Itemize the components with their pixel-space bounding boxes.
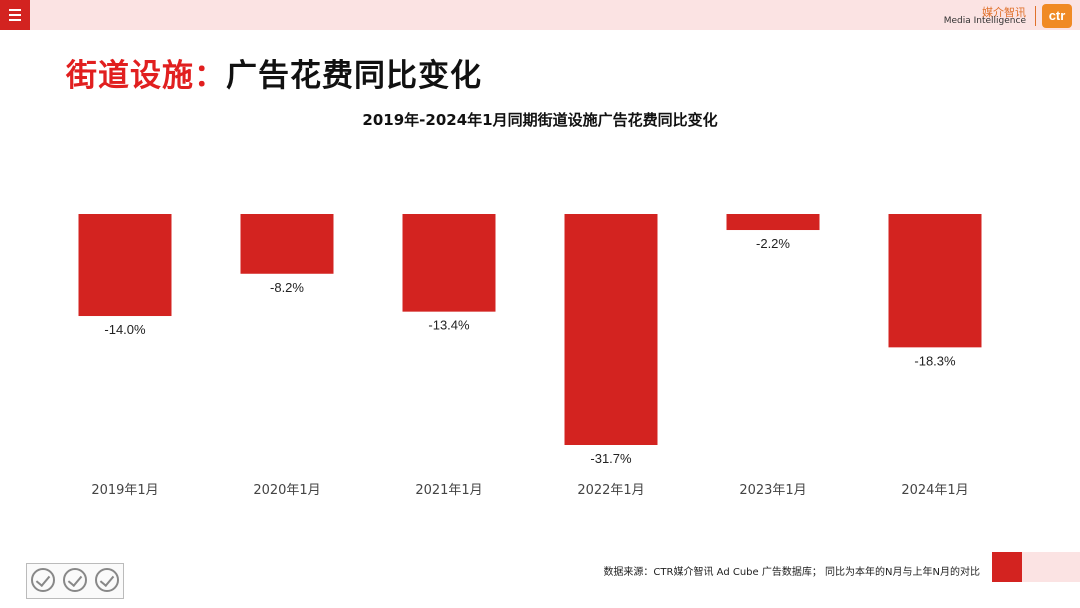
brand-name-en: Media Intelligence: [943, 16, 1026, 26]
sgs-badge-icon: [31, 568, 55, 592]
menu-icon[interactable]: [0, 0, 30, 30]
x-tick-label-4: 2023年1月: [739, 483, 806, 498]
brand-name-cn: 媒介智讯: [982, 6, 1026, 19]
footer-accent-block: [992, 552, 1022, 582]
bar-3: [564, 214, 658, 445]
bar-1: [240, 214, 334, 274]
x-tick-label-5: 2024年1月: [901, 483, 968, 498]
ctr-logo: ctr: [1042, 4, 1072, 28]
page-title-subject: 广告花费同比变化: [226, 58, 482, 94]
data-label-1: -8.2%: [270, 280, 304, 295]
chart-title: 2019年-2024年1月同期街道设施广告花费同比变化: [362, 111, 718, 129]
certification-badges: [26, 563, 124, 599]
x-tick-label-3: 2022年1月: [577, 483, 644, 498]
bar-0: [78, 214, 172, 317]
footer-accent-bar: [1022, 552, 1080, 582]
bar-2: [402, 214, 496, 312]
top-bar: 媒介智讯 Media Intelligence ctr: [0, 0, 1080, 30]
data-label-4: -2.2%: [756, 236, 790, 251]
data-label-3: -31.7%: [590, 451, 632, 466]
x-tick-label-1: 2020年1月: [253, 483, 320, 498]
bar-4: [726, 214, 820, 231]
data-source-note: 数据来源：CTR媒介智讯 Ad Cube 广告数据库； 同比为本年的N月与上年N…: [603, 567, 980, 578]
data-label-5: -18.3%: [914, 353, 956, 368]
page-title-topic: 街道设施：: [66, 58, 226, 94]
x-tick-label-0: 2019年1月: [91, 483, 158, 498]
data-label-2: -13.4%: [428, 318, 470, 333]
data-label-0: -14.0%: [104, 322, 146, 337]
bar-5: [888, 214, 982, 348]
x-tick-label-2: 2021年1月: [415, 483, 482, 498]
sgs-badge-icon: [95, 568, 119, 592]
sgs-badge-icon: [63, 568, 87, 592]
brand-divider: [1035, 6, 1036, 26]
page-title: 街道设施：广告花费同比变化: [66, 50, 482, 95]
